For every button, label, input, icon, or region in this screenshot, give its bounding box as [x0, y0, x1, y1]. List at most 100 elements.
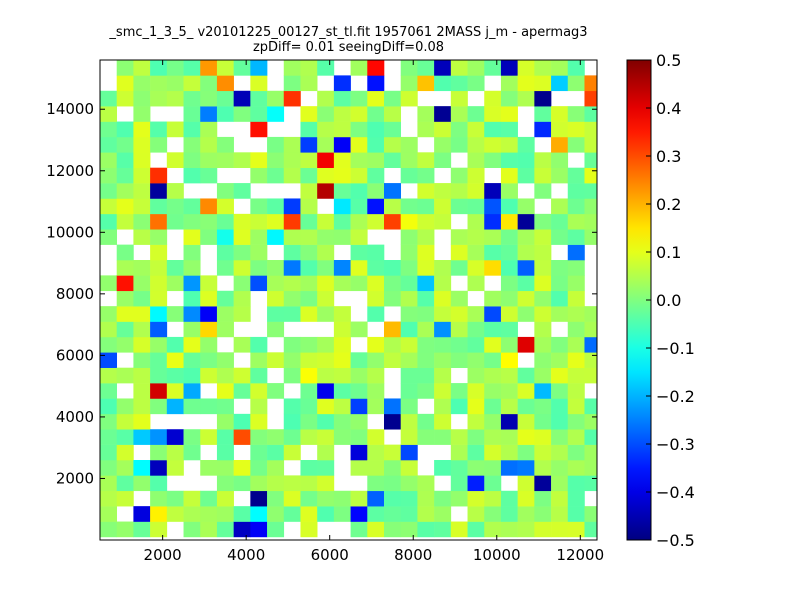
heatmap-cell — [500, 336, 518, 353]
heatmap-cell — [100, 136, 118, 153]
heatmap-cell — [417, 106, 435, 122]
heatmap-cell — [500, 75, 518, 92]
heatmap-cell — [500, 260, 518, 276]
heatmap-cell — [450, 306, 468, 322]
heatmap-cell — [116, 90, 134, 107]
heatmap-cell — [300, 306, 318, 322]
heatmap-cell — [450, 260, 468, 276]
heatmap-cell — [150, 229, 168, 245]
heatmap-cell — [434, 260, 452, 276]
heatmap-cell — [500, 152, 518, 168]
heatmap-cell — [567, 75, 585, 92]
heatmap-cell — [417, 506, 435, 522]
heatmap-cell — [183, 198, 201, 215]
heatmap-cell — [500, 413, 518, 430]
heatmap-cell — [283, 398, 301, 415]
heatmap-cell — [417, 336, 435, 353]
heatmap-cell — [517, 260, 535, 276]
heatmap-cell — [216, 460, 234, 476]
heatmap-cell — [517, 244, 535, 261]
heatmap-cell — [150, 321, 168, 338]
heatmap-cell — [367, 244, 385, 261]
heatmap-cell — [333, 413, 351, 430]
heatmap-cell — [100, 383, 118, 399]
heatmap-cell — [517, 75, 535, 92]
heatmap-cell — [450, 167, 468, 184]
heatmap-cell — [500, 490, 518, 507]
heatmap-cell — [100, 121, 118, 138]
heatmap-cell — [551, 413, 569, 430]
heatmap-cell — [166, 213, 184, 230]
heatmap-cell — [400, 306, 418, 322]
heatmap-cell — [350, 506, 368, 522]
heatmap-cell — [367, 106, 385, 122]
heatmap-cell — [350, 460, 368, 476]
x-tick-label: 2000 — [144, 546, 182, 564]
y-tick-label: 8000 — [56, 285, 94, 303]
heatmap-cell — [216, 244, 234, 261]
heatmap-cell — [500, 506, 518, 522]
heatmap-cell — [116, 260, 134, 276]
heatmap-cell — [584, 475, 598, 492]
heatmap-cell — [333, 336, 351, 353]
heatmap-cell — [534, 336, 552, 353]
heatmap-cell — [450, 398, 468, 415]
heatmap-cell — [317, 60, 335, 76]
heatmap-cell — [317, 306, 335, 322]
heatmap-cell — [216, 367, 234, 384]
heatmap-cell — [551, 306, 569, 322]
heatmap-cell — [517, 413, 535, 430]
heatmap-cell — [300, 490, 318, 507]
colorbar-tick-label: 0.3 — [656, 147, 681, 166]
heatmap-cell — [200, 398, 218, 415]
heatmap-cell — [434, 521, 452, 538]
heatmap-cell — [534, 398, 552, 415]
heatmap-cell — [116, 244, 134, 261]
heatmap-cell — [434, 183, 452, 199]
heatmap-cell — [400, 383, 418, 399]
heatmap-cell — [333, 152, 351, 168]
heatmap-cell — [417, 367, 435, 384]
heatmap-cell — [534, 152, 552, 168]
heatmap-cell — [100, 398, 118, 415]
heatmap-cell — [216, 383, 234, 399]
heatmap-cell — [267, 490, 285, 507]
heatmap-cell — [484, 244, 502, 261]
heatmap-cell — [467, 460, 485, 476]
heatmap-cell — [133, 398, 151, 415]
heatmap-cell — [434, 136, 452, 153]
heatmap-cell — [133, 306, 151, 322]
heatmap-cell — [133, 321, 151, 338]
heatmap-cell — [467, 183, 485, 199]
heatmap-cell — [567, 229, 585, 245]
heatmap-cell — [551, 521, 569, 538]
heatmap-cell — [467, 336, 485, 353]
heatmap-cell — [551, 198, 569, 215]
heatmap-cell — [467, 121, 485, 138]
heatmap-cell — [551, 506, 569, 522]
heatmap-cell — [517, 213, 535, 230]
heatmap-cell — [400, 260, 418, 276]
heatmap-cell — [484, 183, 502, 199]
heatmap-cell — [484, 306, 502, 322]
heatmap-cell — [250, 167, 268, 184]
y-tick-label: 4000 — [56, 408, 94, 426]
heatmap-cell — [133, 121, 151, 138]
heatmap-cell — [333, 352, 351, 368]
heatmap-cell — [317, 121, 335, 138]
heatmap-cell — [517, 506, 535, 522]
colorbar-tick-label: −0.4 — [656, 483, 695, 502]
heatmap-cell — [367, 306, 385, 322]
heatmap-cell — [367, 60, 385, 76]
heatmap-cell — [500, 290, 518, 307]
heatmap-cell — [250, 413, 268, 430]
heatmap-cell — [317, 167, 335, 184]
heatmap-cell — [350, 136, 368, 153]
heatmap-cell — [300, 521, 318, 538]
heatmap-cell — [183, 490, 201, 507]
heatmap-cell — [283, 229, 301, 245]
heatmap-cell — [567, 367, 585, 384]
heatmap-cell — [534, 429, 552, 445]
heatmap-cell — [317, 413, 335, 430]
heatmap-cell — [233, 60, 251, 76]
